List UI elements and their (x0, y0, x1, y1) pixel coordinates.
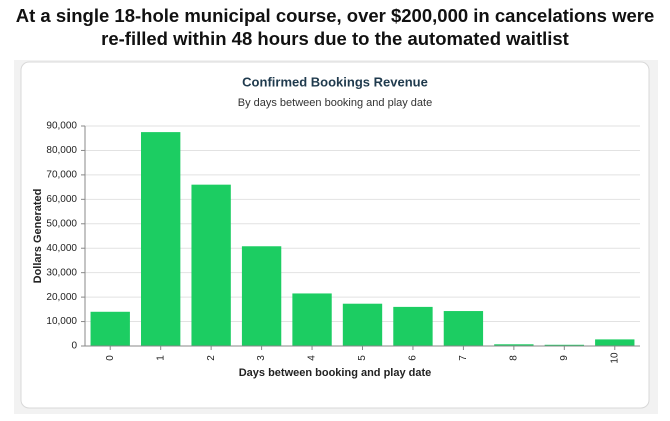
x-tick-label: 10 (609, 352, 620, 364)
bar (241, 246, 282, 346)
y-tick-label: 90,000 (46, 121, 77, 132)
bar (393, 306, 433, 346)
x-tick-label: 8 (509, 355, 520, 361)
chart-subtitle: By days between booking and play date (238, 97, 432, 109)
x-tick-label: 9 (559, 355, 570, 361)
headline-line: At a single 18-hole municipal course, ov… (15, 5, 655, 26)
x-tick-label: 2 (206, 355, 217, 361)
bar (544, 344, 584, 346)
chart-title: Confirmed Bookings Revenue (242, 74, 428, 89)
headline-line: re-filled within 48 hours due to the aut… (101, 28, 569, 49)
x-tick-label: 4 (307, 355, 318, 361)
y-tick-label: 10,000 (46, 316, 77, 327)
y-axis-label: Dollars Generated (32, 189, 44, 284)
bar (342, 303, 383, 346)
bar (141, 132, 181, 346)
y-tick-label: 30,000 (46, 267, 77, 278)
bar (292, 293, 332, 346)
bar (494, 344, 534, 346)
x-tick-label: 0 (105, 355, 116, 361)
y-tick-label: 70,000 (46, 170, 77, 181)
y-tick-label: 50,000 (46, 218, 77, 229)
x-axis-label: Days between booking and play date (239, 367, 432, 379)
x-tick-label: 5 (357, 355, 368, 361)
y-tick-label: 80,000 (46, 145, 77, 156)
x-tick-label: 3 (256, 355, 267, 361)
bar (191, 184, 231, 346)
y-tick-label: 60,000 (46, 194, 77, 205)
x-tick-label: 7 (458, 355, 469, 361)
bar (90, 311, 130, 346)
x-tick-label: 6 (408, 355, 419, 361)
bar (443, 311, 484, 346)
bar (595, 339, 635, 346)
headline: At a single 18-hole municipal course, ov… (0, 4, 670, 50)
x-tick-label: 1 (155, 355, 166, 361)
y-tick-label: 20,000 (46, 292, 77, 303)
y-tick-label: 40,000 (46, 243, 77, 254)
y-tick-label: 0 (71, 341, 77, 352)
